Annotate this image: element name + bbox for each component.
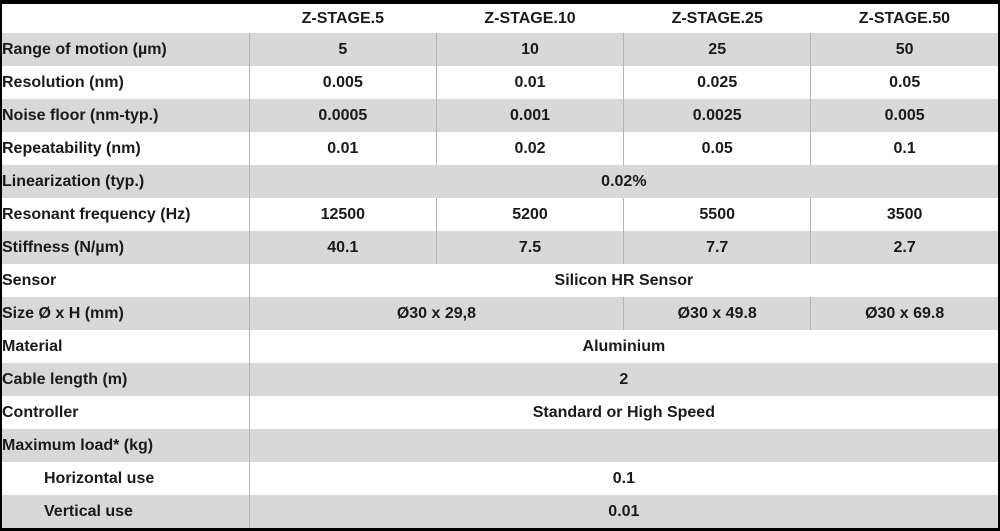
row-label: Vertical use bbox=[2, 495, 250, 528]
row-label: Resonant frequency (Hz) bbox=[2, 198, 250, 231]
row-label: Linearization (typ.) bbox=[2, 165, 250, 198]
spec-value: Ø30 x 49.8 bbox=[623, 297, 811, 330]
table-row-noise-floor: Noise floor (nm-typ.) 0.0005 0.001 0.002… bbox=[2, 99, 998, 132]
spec-value: 25 bbox=[623, 33, 811, 66]
spec-value: 0.1 bbox=[810, 132, 998, 165]
spec-value: 0.02 bbox=[435, 132, 624, 165]
spec-value: 0.025 bbox=[623, 66, 811, 99]
row-label: Repeatability (nm) bbox=[2, 132, 250, 165]
column-header-zstage25: Z-STAGE.25 bbox=[623, 4, 811, 33]
table-row-maximum-load: Maximum load* (kg) bbox=[2, 429, 998, 462]
spec-value: 7.5 bbox=[435, 231, 624, 264]
spec-value-merged: 0.01 bbox=[248, 495, 998, 528]
spec-value-merged: Standard or High Speed bbox=[248, 396, 998, 429]
row-label: Horizontal use bbox=[2, 462, 250, 495]
spec-value: 0.05 bbox=[623, 132, 811, 165]
row-label: Range of motion (µm) bbox=[2, 33, 250, 66]
table-row-resolution: Resolution (nm) 0.005 0.01 0.025 0.05 bbox=[2, 66, 998, 99]
header-row: Z-STAGE.5 Z-STAGE.10 Z-STAGE.25 Z-STAGE.… bbox=[2, 4, 998, 33]
table-row-vertical-use: Vertical use 0.01 bbox=[2, 495, 998, 528]
spec-value: 3500 bbox=[810, 198, 998, 231]
table-row-range-of-motion: Range of motion (µm) 5 10 25 50 bbox=[2, 33, 998, 66]
spec-value: 7.7 bbox=[623, 231, 811, 264]
corner-cell bbox=[2, 4, 250, 33]
table-row-controller: Controller Standard or High Speed bbox=[2, 396, 998, 429]
spec-table: Z-STAGE.5 Z-STAGE.10 Z-STAGE.25 Z-STAGE.… bbox=[2, 4, 998, 528]
spec-value: 5200 bbox=[435, 198, 624, 231]
spec-value-merged: 0.02% bbox=[248, 165, 998, 198]
spec-value: Ø30 x 69.8 bbox=[810, 297, 998, 330]
table-row-horizontal-use: Horizontal use 0.1 bbox=[2, 462, 998, 495]
row-label: Size Ø x H (mm) bbox=[2, 297, 250, 330]
spec-value-merged: 2 bbox=[248, 363, 998, 396]
spec-value: 0.001 bbox=[435, 99, 624, 132]
spec-value: 0.0005 bbox=[248, 99, 437, 132]
row-label: Stiffness (N/µm) bbox=[2, 231, 250, 264]
spec-value: 0.01 bbox=[248, 132, 437, 165]
spec-value-merged: Ø30 x 29,8 bbox=[248, 297, 624, 330]
spec-value: 40.1 bbox=[248, 231, 437, 264]
table-row-material: Material Aluminium bbox=[2, 330, 998, 363]
table-row-resonant-frequency: Resonant frequency (Hz) 12500 5200 5500 … bbox=[2, 198, 998, 231]
spec-value-merged: 0.1 bbox=[248, 462, 998, 495]
row-label: Resolution (nm) bbox=[2, 66, 250, 99]
spec-value: 2.7 bbox=[810, 231, 998, 264]
spec-value: 0.005 bbox=[810, 99, 998, 132]
spec-value: 5500 bbox=[623, 198, 811, 231]
spec-value-merged bbox=[248, 429, 998, 462]
table-row-linearization: Linearization (typ.) 0.02% bbox=[2, 165, 998, 198]
column-header-zstage10: Z-STAGE.10 bbox=[436, 4, 624, 33]
column-header-zstage50: Z-STAGE.50 bbox=[810, 4, 998, 33]
spec-value: 5 bbox=[248, 33, 437, 66]
row-label: Sensor bbox=[2, 264, 250, 297]
table-row-cable-length: Cable length (m) 2 bbox=[2, 363, 998, 396]
spec-value: 0.0025 bbox=[623, 99, 811, 132]
row-label: Material bbox=[2, 330, 250, 363]
row-label: Controller bbox=[2, 396, 250, 429]
spec-value: 12500 bbox=[248, 198, 437, 231]
table-row-repeatability: Repeatability (nm) 0.01 0.02 0.05 0.1 bbox=[2, 132, 998, 165]
spec-value: 0.005 bbox=[248, 66, 437, 99]
spec-table-frame: Z-STAGE.5 Z-STAGE.10 Z-STAGE.25 Z-STAGE.… bbox=[2, 4, 998, 528]
spec-value: 50 bbox=[810, 33, 998, 66]
table-row-sensor: Sensor Silicon HR Sensor bbox=[2, 264, 998, 297]
table-row-stiffness: Stiffness (N/µm) 40.1 7.5 7.7 2.7 bbox=[2, 231, 998, 264]
row-label: Maximum load* (kg) bbox=[2, 429, 250, 462]
row-label: Noise floor (nm-typ.) bbox=[2, 99, 250, 132]
spec-value-merged: Aluminium bbox=[248, 330, 998, 363]
spec-value: 0.01 bbox=[435, 66, 624, 99]
column-header-zstage5: Z-STAGE.5 bbox=[249, 4, 437, 33]
spec-value: 0.05 bbox=[810, 66, 998, 99]
row-label: Cable length (m) bbox=[2, 363, 250, 396]
spec-value: 10 bbox=[435, 33, 624, 66]
spec-value-merged: Silicon HR Sensor bbox=[248, 264, 998, 297]
table-row-size: Size Ø x H (mm) Ø30 x 29,8 Ø30 x 49.8 Ø3… bbox=[2, 297, 998, 330]
